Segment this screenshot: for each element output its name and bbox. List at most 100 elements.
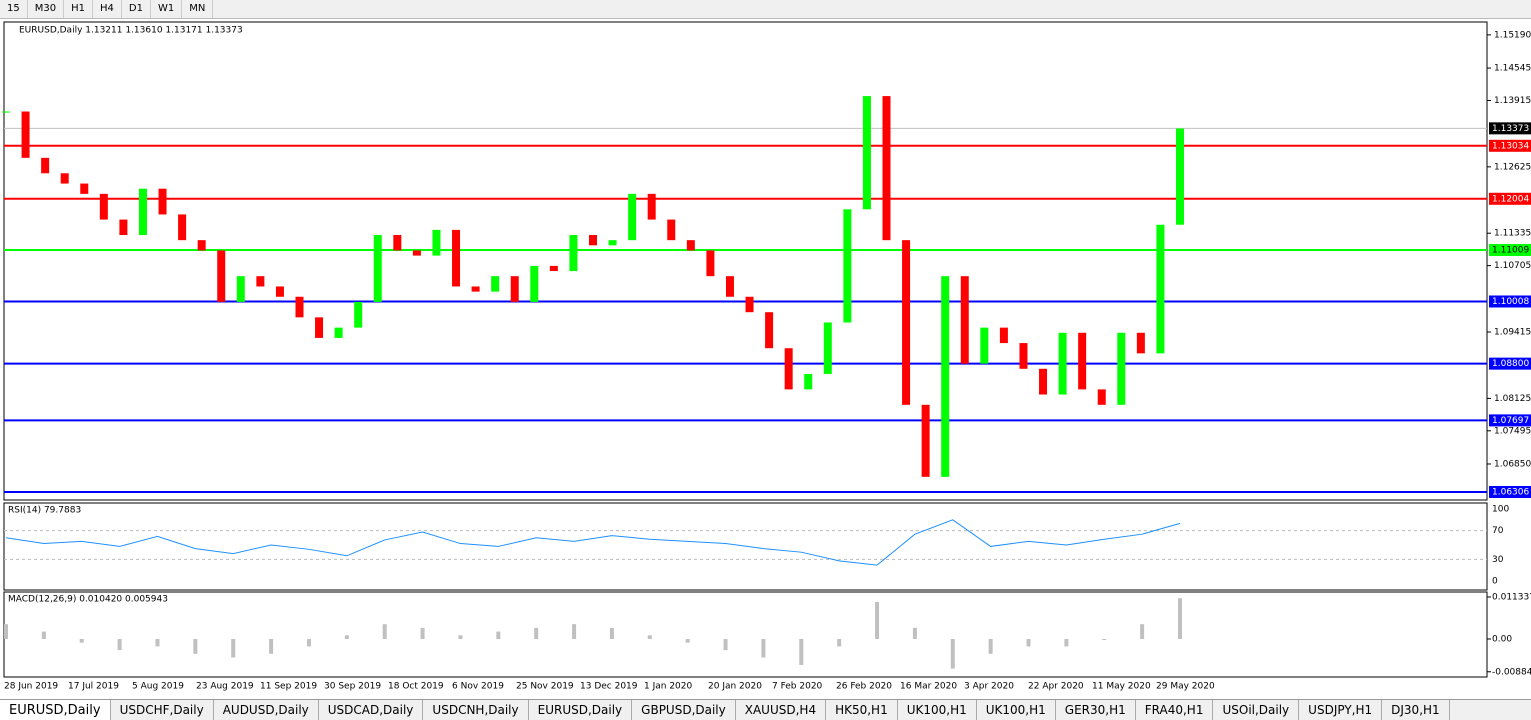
x-tick-label: 3 Apr 2020	[964, 682, 1014, 692]
macd-bar	[761, 638, 766, 658]
y-tick-label: 1.13915	[1494, 96, 1531, 106]
candle	[60, 173, 69, 184]
candle	[862, 96, 871, 210]
macd-label: MACD(12,26,9) 0.010420 0.005943	[8, 595, 168, 605]
candle	[432, 229, 441, 256]
candle	[999, 327, 1008, 344]
x-tick-label: 20 Jan 2020	[708, 682, 762, 692]
candle	[80, 183, 89, 194]
candle	[882, 96, 891, 241]
symbol-tab[interactable]: EURUSD,Daily	[529, 700, 633, 720]
x-tick-label: 30 Sep 2019	[324, 682, 381, 692]
macd-bar	[231, 638, 236, 658]
macd-bar	[1102, 638, 1107, 640]
x-tick-label: 23 Aug 2019	[196, 682, 254, 692]
candle	[725, 276, 734, 297]
candle	[315, 317, 324, 338]
candle	[706, 250, 715, 277]
candle	[295, 296, 304, 318]
timeframe-button[interactable]: MN	[182, 0, 214, 18]
symbol-tab[interactable]: USDJPY,H1	[1299, 700, 1383, 720]
x-tick-label: 29 May 2020	[1156, 682, 1215, 692]
symbol-tab[interactable]: GER30,H1	[1056, 700, 1136, 720]
timeframe-button[interactable]: D1	[122, 0, 151, 18]
y-tick-label: 1.07495	[1494, 426, 1531, 436]
symbol-tab[interactable]: AUDUSD,Daily	[214, 700, 319, 720]
candle	[980, 327, 989, 364]
level-box	[1489, 414, 1531, 427]
candle	[2, 111, 10, 113]
symbol-tab[interactable]: HK50,H1	[826, 700, 898, 720]
macd-bar	[950, 638, 955, 669]
y-tick-label: 1.11335	[1494, 229, 1531, 239]
macd-bar	[344, 635, 349, 639]
y-tick-label: 1.10705	[1494, 261, 1531, 271]
candle	[1176, 128, 1184, 225]
symbol-tab[interactable]: FRA40,H1	[1136, 700, 1214, 720]
timeframe-toolbar: 15 M30 H1 H4 D1 W1 MN	[0, 0, 1531, 19]
macd-bar	[1064, 638, 1069, 647]
macd-tick-label: 0.011337	[1492, 592, 1531, 602]
candle	[1097, 389, 1106, 405]
macd-bar	[647, 635, 652, 639]
macd-tick-label: -0.008848	[1492, 667, 1531, 677]
candle	[178, 214, 187, 241]
x-tick-label: 6 Nov 2019	[452, 682, 504, 692]
symbol-tab[interactable]: XAUUSD,H4	[736, 700, 827, 720]
candle	[217, 250, 226, 302]
candle	[21, 111, 30, 158]
candle	[1117, 332, 1126, 405]
y-tick-label: 1.08125	[1494, 394, 1531, 404]
timeframe-button[interactable]: W1	[151, 0, 183, 18]
level-box	[1489, 122, 1531, 135]
candle	[902, 240, 911, 405]
candle	[804, 373, 813, 390]
candle	[745, 296, 754, 313]
symbol-tab[interactable]: UK100,H1	[977, 700, 1056, 720]
candle	[334, 327, 343, 338]
macd-bar	[799, 638, 804, 665]
level-box	[1489, 139, 1531, 152]
macd-bar	[117, 638, 122, 651]
candle	[1156, 224, 1165, 354]
symbol-tab[interactable]: USDCHF,Daily	[111, 700, 214, 720]
candle	[784, 348, 793, 390]
y-tick-label: 1.12625	[1494, 162, 1531, 172]
macd-bar	[572, 624, 577, 639]
level-label: 1.10008	[1492, 297, 1529, 307]
candle	[1078, 332, 1087, 390]
timeframe-button[interactable]: H4	[93, 0, 122, 18]
x-tick-label: 5 Aug 2019	[132, 682, 184, 692]
candle	[236, 276, 245, 302]
symbol-tab[interactable]: USOil,Daily	[1213, 700, 1300, 720]
x-tick-label: 1 Jan 2020	[644, 682, 692, 692]
x-tick-label: 11 May 2020	[1092, 682, 1151, 692]
timeframe-button[interactable]: 15	[0, 0, 28, 18]
candle	[256, 276, 265, 287]
timeframe-button[interactable]: M30	[28, 0, 65, 18]
symbol-tabs: EURUSD,Daily USDCHF,Daily AUDUSD,Daily USDC…	[0, 699, 1531, 720]
macd-bar	[193, 638, 198, 654]
candle	[471, 286, 480, 292]
x-tick-label: 28 Jun 2019	[4, 682, 58, 692]
symbol-tab[interactable]: USDCAD,Daily	[319, 700, 424, 720]
candle	[765, 312, 774, 349]
symbol-tab[interactable]: EURUSD,Daily	[0, 700, 111, 720]
macd-bar	[912, 627, 917, 639]
x-tick-label: 18 Oct 2019	[388, 682, 444, 692]
symbol-tab[interactable]: USDCNH,Daily	[423, 700, 529, 720]
candle	[393, 235, 402, 251]
macd-bar	[496, 631, 501, 639]
candle	[1058, 332, 1067, 395]
symbol-tab[interactable]: DJ30,H1	[1382, 700, 1450, 720]
x-tick-label: 7 Feb 2020	[772, 682, 823, 692]
macd-bar	[4, 624, 8, 639]
level-label: 1.06306	[1492, 487, 1529, 497]
symbol-tab[interactable]: GBPUSD,Daily	[632, 700, 736, 720]
candle	[1019, 343, 1028, 369]
symbol-tab[interactable]: UK100,H1	[898, 700, 977, 720]
macd-bar	[609, 627, 614, 639]
y-tick-label: 1.09415	[1494, 328, 1531, 338]
timeframe-button[interactable]: H1	[64, 0, 93, 18]
